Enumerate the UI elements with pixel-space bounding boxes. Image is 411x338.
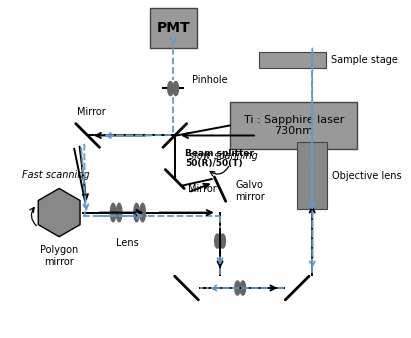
Text: Mirror: Mirror [188,184,217,194]
Text: Polygon
mirror: Polygon mirror [40,245,78,267]
Ellipse shape [140,203,145,222]
Text: Pinhole: Pinhole [192,75,227,85]
Ellipse shape [235,281,240,295]
Ellipse shape [134,203,139,222]
Ellipse shape [215,234,220,248]
Text: Fast scanning: Fast scanning [22,170,90,180]
FancyBboxPatch shape [259,52,326,68]
Ellipse shape [240,281,245,295]
Text: Ti : Sapphire laser
730nm: Ti : Sapphire laser 730nm [244,115,344,136]
Text: Sample stage: Sample stage [331,55,397,65]
Ellipse shape [173,81,178,96]
Text: PMT: PMT [156,21,190,35]
FancyBboxPatch shape [230,102,358,149]
Ellipse shape [116,203,122,222]
Text: Objective lens: Objective lens [332,171,402,181]
Ellipse shape [168,81,173,96]
Text: Galvo
mirror: Galvo mirror [235,180,265,201]
FancyBboxPatch shape [150,8,196,48]
FancyBboxPatch shape [297,142,327,209]
Polygon shape [38,189,80,237]
Text: slow scanning: slow scanning [189,151,258,161]
Text: Beam splitter
50(R)/50(T): Beam splitter 50(R)/50(T) [185,149,254,168]
Ellipse shape [111,203,116,222]
Text: Lens: Lens [116,238,139,248]
Text: Mirror: Mirror [76,107,105,117]
Ellipse shape [220,234,225,248]
